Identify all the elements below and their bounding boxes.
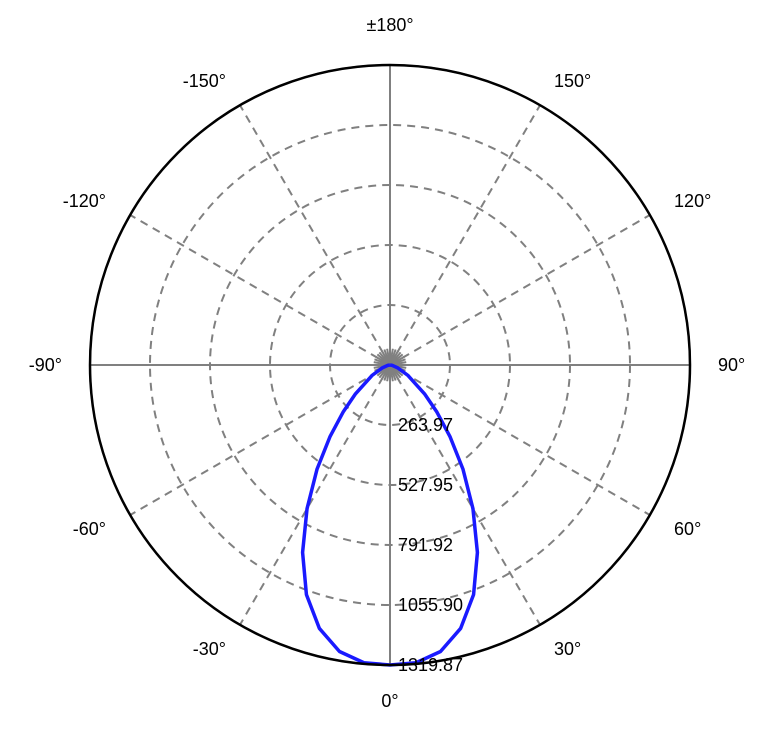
grid-spoke: [390, 105, 540, 365]
radial-value-label: 263.97: [398, 415, 453, 435]
angle-label: 150°: [554, 71, 591, 91]
angle-label: 60°: [674, 519, 701, 539]
angle-label: -90°: [29, 355, 62, 375]
radial-value-label: 1319.87: [398, 655, 463, 675]
angle-label: 0°: [381, 691, 398, 711]
angle-label: 30°: [554, 639, 581, 659]
angle-label: ±180°: [366, 15, 413, 35]
angle-label: -30°: [193, 639, 226, 659]
radial-value-label: 527.95: [398, 475, 453, 495]
radial-value-label: 791.92: [398, 535, 453, 555]
angle-label: 90°: [718, 355, 745, 375]
grid-spoke: [240, 365, 390, 625]
angle-label: -120°: [63, 191, 106, 211]
angle-label: 120°: [674, 191, 711, 211]
grid-spoke: [240, 105, 390, 365]
grid-spoke: [130, 215, 390, 365]
grid-spoke: [130, 365, 390, 515]
grid-spoke: [390, 215, 650, 365]
polar-chart: 263.97 527.95 791.92 1055.90 1319.87 0° 30° 60…: [0, 0, 781, 731]
radial-value-label: 1055.90: [398, 595, 463, 615]
angle-label: -60°: [73, 519, 106, 539]
angle-label: -150°: [183, 71, 226, 91]
